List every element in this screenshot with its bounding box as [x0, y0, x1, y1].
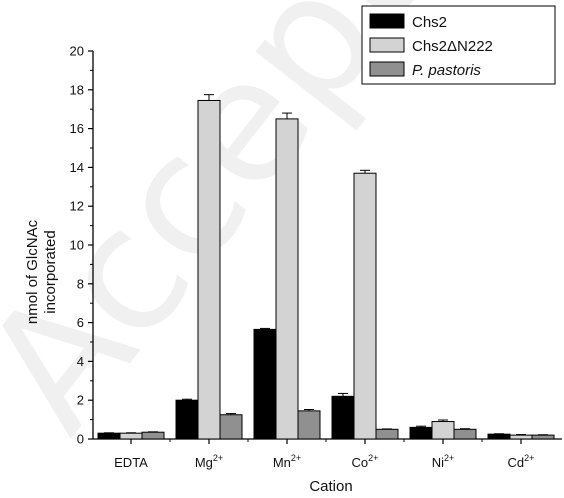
y-axis-title-line-1: nmol of GlcNAc [24, 219, 41, 324]
bar [275, 118, 299, 440]
y-tick-label: 6 [77, 315, 84, 330]
bar [119, 432, 143, 440]
bar [331, 395, 355, 440]
legend-label: Chs2 [412, 14, 447, 31]
y-tick-label: 2 [77, 393, 84, 408]
bar [197, 99, 221, 440]
bar [431, 421, 455, 440]
bar [353, 172, 377, 440]
bar [297, 410, 321, 440]
y-axis-title-line-2: incorporated [42, 230, 59, 313]
y-tick-label: 18 [70, 82, 84, 97]
bar [453, 428, 477, 440]
bar [509, 434, 533, 440]
legend-swatch [369, 61, 405, 77]
x-tick-label: EDTA [114, 455, 148, 470]
y-tick-label: 4 [77, 354, 84, 369]
legend: Chs2 Chs2ΔN222 P. pastoris [361, 5, 556, 85]
legend-label: Chs2ΔN222 [412, 38, 493, 55]
x-tick-label: Mn2+ [273, 453, 301, 470]
plot-area: 0 2 4 6 8 10 12 14 16 18 20 EDTA Mg2+ Mn2+ Co2+ Ni2+ Cd2… [70, 44, 562, 470]
y-tick-label: 12 [70, 199, 84, 214]
x-tick-label: Mg2+ [195, 453, 223, 470]
bar [253, 328, 277, 440]
y-tick-label: 20 [70, 44, 84, 59]
bar [375, 428, 399, 440]
bar [409, 426, 433, 440]
x-tick-label: Cd2+ [508, 453, 535, 470]
legend-swatch [369, 13, 405, 29]
legend-label: P. pastoris [412, 62, 481, 79]
bar [487, 433, 511, 440]
bar [141, 431, 165, 440]
bar [175, 399, 199, 440]
y-tick-label: 16 [70, 121, 84, 136]
y-tick-label: 8 [77, 276, 84, 291]
y-tick-label: 10 [70, 238, 84, 253]
bar [219, 414, 243, 440]
legend-swatch [369, 37, 405, 53]
bar [531, 434, 555, 440]
y-tick-label: 0 [77, 432, 84, 447]
y-tick-label: 14 [70, 160, 84, 175]
x-axis-title: Cation [309, 478, 352, 495]
bar [97, 432, 121, 440]
x-tick-label: Co2+ [352, 453, 379, 470]
x-tick-label: Ni2+ [432, 453, 455, 470]
